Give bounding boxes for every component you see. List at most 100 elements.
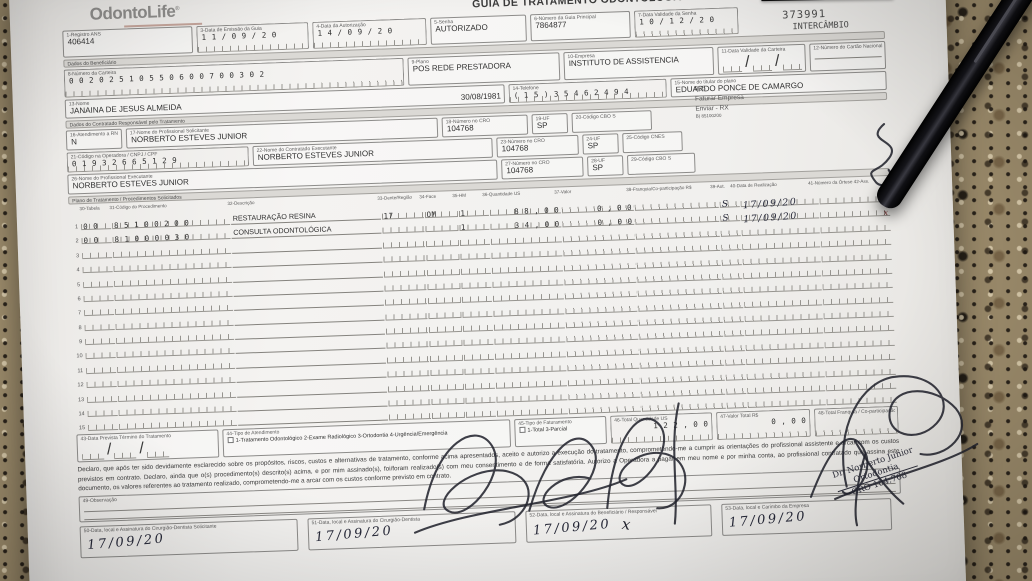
field-total-us: 46-Total Quantidade US 1 2 2 , 0 0 — [610, 412, 713, 445]
cell-aut — [722, 271, 743, 280]
field-uf-executante: 24-UF SP — [582, 132, 619, 155]
handwritten-date: 17/09/20 — [728, 508, 808, 531]
field-atendimento-rn: 16-Atendimento a RN N — [65, 128, 123, 151]
cell-dente — [386, 368, 430, 378]
cell-aut-handwritten: S — [719, 199, 741, 210]
cell-dente — [384, 310, 428, 321]
cell-qtd — [465, 409, 496, 419]
cell-assinatura — [826, 395, 897, 406]
cell-qtd — [460, 279, 492, 289]
cell-qtd — [462, 322, 493, 332]
field-empresa: 10-Empresa INSTITUTO DE ASSISTENCIA — [563, 46, 715, 80]
cell-aut — [721, 242, 742, 251]
field-cnes: 25-Código CNES — [622, 130, 683, 153]
handwritten-date: 17/09/20 — [532, 516, 612, 539]
cell-tabela — [83, 307, 115, 317]
data-nascimento: 30/08/1981 — [460, 91, 501, 102]
margin-note: 025 Faturar Empresa Enviar - RX B) 85100… — [694, 85, 744, 119]
field-cbo-prof-executante: 29-Código CBO S — [626, 152, 696, 175]
cell-tabela — [81, 249, 113, 259]
form-content: OdontoLife® GUIA DE TRATAMENTO ODONTOLÓG… — [61, 0, 902, 559]
cell-aut-handwritten: S — [720, 213, 741, 224]
pen-clip — [973, 0, 1025, 64]
field-senha: 5-Senha AUTORIZADO — [430, 14, 527, 45]
cell-face — [426, 280, 461, 291]
field-validade-carteira: 11-Data Validade da Carteira / / — [717, 43, 807, 75]
cell-tabela — [85, 364, 117, 374]
cell-qtd — [462, 337, 494, 347]
field-data-autorizacao: 4-Data da Autorização 1 4 / 0 9 / 2 0 — [312, 17, 427, 49]
cell-face — [428, 338, 463, 348]
cell-codigo: 8 1 0 0 0 0 3 0 — [112, 231, 231, 244]
cell-aut — [725, 371, 747, 381]
field-uf-solicitante: 19-UF SP — [531, 112, 569, 134]
cell-tabela — [85, 350, 116, 360]
cell-dente — [388, 411, 431, 421]
cell-dente — [382, 253, 426, 263]
field-telefone: 14-Telefone ( 1 5 ) 3 5 4 6 2 4 9 4 — [508, 78, 667, 103]
cell-tabela — [84, 336, 116, 346]
cell-qtd — [459, 236, 490, 246]
field-data-emissao: 3-Data de Emissão da Guia 1 1 / 0 9 / 2 … — [196, 22, 310, 53]
cell-data-realizacao-handwritten: 17/09/20 — [740, 196, 819, 211]
field-cro-prof-executante: 27-Número no CRO 104768 — [501, 156, 584, 180]
field-cro-executante: 23-Número no CRO 104768 — [496, 134, 579, 158]
cell-qtd — [461, 294, 492, 304]
field-assinatura-solicitante: 50-Data, local e Assinatura do Cirurgião… — [79, 518, 299, 559]
cell-us: 3 4 , 0 0 — [489, 219, 562, 230]
field-total-franquia: 48-Total Franquia / Co-participação R$ — [813, 406, 899, 438]
cell-face — [427, 295, 461, 305]
cell-face — [429, 352, 463, 362]
field-validade-senha: 7-Data Validade da Senha 1 0 / 1 2 / 2 0 — [633, 7, 739, 38]
cell-face — [425, 252, 460, 262]
cell-dente: 17 — [381, 210, 424, 221]
intercambio-label: INTERCÂMBIO — [792, 19, 850, 32]
cell-dente — [387, 397, 431, 407]
cell-tabela — [87, 408, 118, 418]
cell-face — [427, 309, 462, 319]
cell-valor: 0 , 0 0 — [562, 202, 635, 214]
cell-dente — [382, 238, 425, 249]
field-assinatura-dentista: 51-Data, local e Assinatura do Cirurgião… — [307, 510, 517, 551]
cell-tabela — [86, 379, 117, 389]
field-registro-ans: 1-Registro ANS 406414 — [62, 26, 194, 58]
field-data-termino: 43-Data Prevista Término do Tratamento /… — [76, 429, 220, 463]
field-cns: 12-Número do Cartão Nacional de Saúde — [809, 40, 887, 72]
field-cro-solicitante: 18-Número no CRO 104768 — [441, 114, 529, 138]
cell-tabela: 0 0 — [81, 235, 112, 245]
reference-block: 373991 INTERCÂMBIO — [782, 7, 849, 32]
cell-tabela — [84, 321, 115, 331]
cell-tabela — [86, 393, 118, 403]
cell-data-realizacao-handwritten: 17/09/20 — [741, 210, 820, 226]
cell-face — [429, 367, 464, 377]
cell-dente — [381, 224, 425, 235]
cell-tabela — [83, 292, 114, 303]
field-cbo-solicitante: 20-Código CBO S — [571, 109, 653, 133]
logo-text: OdontoLife® — [89, 1, 180, 24]
cell-aut — [723, 299, 744, 309]
cell-tabela — [82, 264, 113, 274]
cell-qtd — [464, 394, 496, 404]
cell-face — [425, 237, 459, 247]
checkbox-tipo-atendimento — [227, 437, 234, 444]
field-tipo-faturamento: 45-Tipo de Faturamento 1-Total 3-Parcial — [514, 416, 608, 448]
cell-dente — [386, 353, 429, 364]
cell-codigo — [118, 418, 237, 431]
cell-valor: 0 , 0 0 — [562, 217, 635, 228]
cell-aut — [721, 256, 743, 266]
cell-face — [431, 410, 465, 420]
cell-qtd — [463, 366, 495, 376]
cell-face — [424, 223, 459, 233]
cell-face — [428, 324, 462, 334]
cell-aut — [725, 357, 746, 367]
handwritten-date: 17/09/20 — [86, 531, 167, 553]
cell-qtd — [464, 380, 495, 390]
cell-face — [430, 381, 464, 391]
cell-aut — [726, 386, 747, 395]
cell-aut — [724, 328, 745, 338]
cell-tabela — [82, 278, 114, 288]
cell-aut — [723, 314, 745, 323]
cell-aut — [726, 400, 748, 410]
cell-aut — [722, 285, 744, 295]
